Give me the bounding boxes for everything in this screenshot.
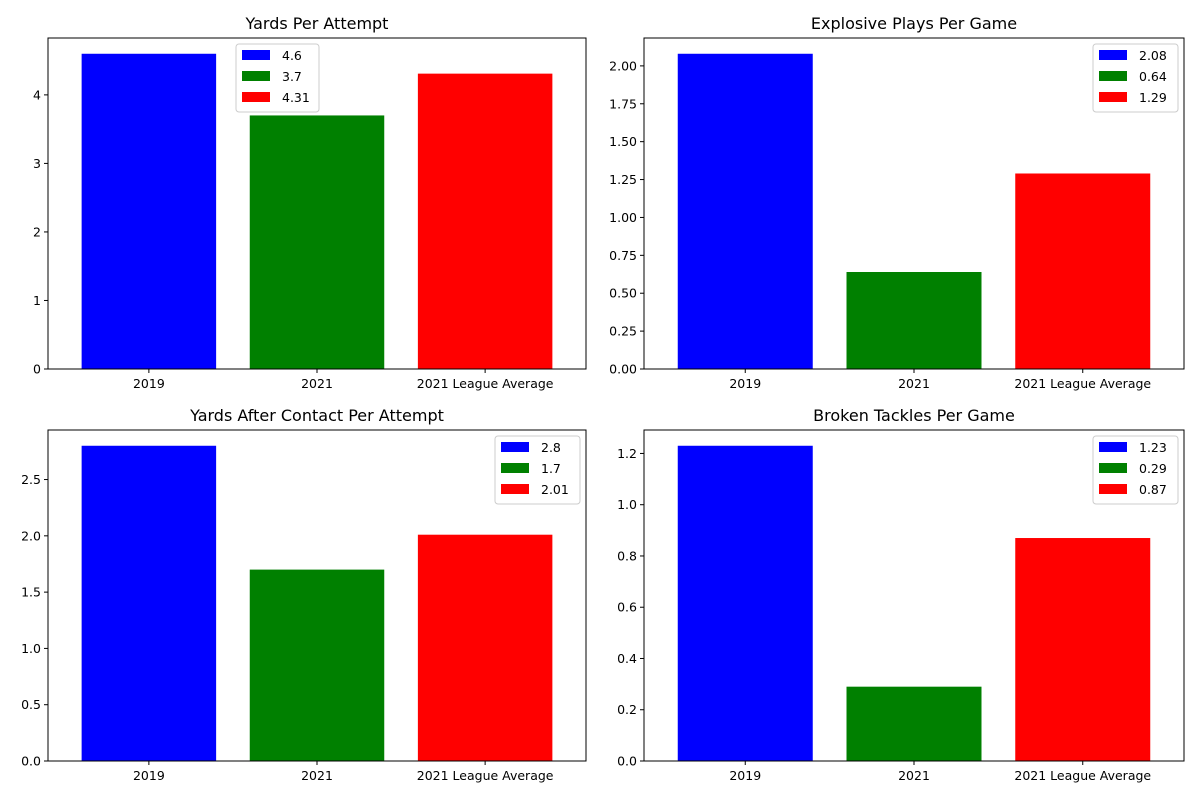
legend: 2.08 0.64 1.29 <box>1092 43 1179 113</box>
bar-2019 <box>81 445 217 761</box>
x-tick-label: 2019 <box>133 768 165 783</box>
y-tick-label: 0.6 <box>617 600 637 615</box>
legend-label: 0.29 <box>1139 461 1167 476</box>
y-tick-label: 0.0 <box>617 754 637 769</box>
legend-swatch <box>242 50 270 60</box>
chart-yards-per-attempt: Yards Per Attempt 2019 2021 2021 League Ave… <box>33 14 587 391</box>
legend-swatch <box>1099 50 1127 60</box>
y-tick-label: 4 <box>33 87 41 102</box>
legend: 1.23 0.29 0.87 <box>1092 435 1179 505</box>
chart-title: Broken Tackles Per Game <box>813 406 1015 425</box>
bar-2019 <box>677 445 813 761</box>
y-tick-label: 0.50 <box>609 286 637 301</box>
legend-label: 4.6 <box>282 48 302 63</box>
legend-swatch <box>1099 442 1127 452</box>
bar-2021-league-average <box>417 73 553 369</box>
chart-title: Yards After Contact Per Attempt <box>189 406 444 425</box>
y-tick-label: 1.75 <box>609 96 637 111</box>
x-tick-label: 2021 League Average <box>417 768 554 783</box>
y-tick-label: 1.25 <box>609 172 637 187</box>
bar-2021-league-average <box>417 534 553 761</box>
y-tick-label: 0.25 <box>609 324 637 339</box>
bar-2021 <box>846 686 982 761</box>
legend-swatch <box>501 463 529 473</box>
y-tick-label: 0.8 <box>617 548 637 563</box>
bar-2021 <box>249 115 385 369</box>
y-tick-label: 0.00 <box>609 362 637 377</box>
legend-label: 1.23 <box>1139 440 1167 455</box>
chart-explosive-plays-per-game: Explosive Plays Per Game 2019 2021 2021 Lea… <box>609 14 1185 391</box>
chart-yards-after-contact-per-attempt: Yards After Contact Per Attempt 2019 2021 2… <box>21 406 587 783</box>
y-tick-label: 2.0 <box>21 528 41 543</box>
x-tick-label: 2021 League Average <box>417 376 554 391</box>
y-tick-label: 0.5 <box>21 697 41 712</box>
legend-label: 2.8 <box>541 440 561 455</box>
legend-swatch <box>501 442 529 452</box>
legend-swatch <box>242 92 270 102</box>
legend-swatch <box>501 484 529 494</box>
y-tick-label: 2.00 <box>609 58 637 73</box>
legend-label: 3.7 <box>282 69 302 84</box>
x-tick-label: 2021 <box>301 376 333 391</box>
bar-2019 <box>81 53 217 370</box>
x-tick-label: 2019 <box>133 376 165 391</box>
x-tick-label: 2021 <box>301 768 333 783</box>
chart-broken-tackles-per-game: Broken Tackles Per Game 2019 2021 2021 Leag… <box>617 406 1185 783</box>
bar-2019 <box>677 53 813 370</box>
legend: 2.8 1.7 2.01 <box>494 435 581 505</box>
legend-swatch <box>1099 463 1127 473</box>
y-tick-label: 1.50 <box>609 134 637 149</box>
x-tick-label: 2021 League Average <box>1014 376 1151 391</box>
y-tick-label: 1.5 <box>21 585 41 600</box>
x-tick-label: 2021 League Average <box>1014 768 1151 783</box>
legend-label: 1.29 <box>1139 90 1167 105</box>
y-tick-label: 1 <box>33 293 41 308</box>
chart-title: Yards Per Attempt <box>245 14 389 33</box>
legend-swatch <box>1099 92 1127 102</box>
y-tick-label: 0.2 <box>617 702 637 717</box>
y-tick-label: 3 <box>33 156 41 171</box>
legend-label: 0.64 <box>1139 69 1167 84</box>
y-tick-label: 0.75 <box>609 248 637 263</box>
legend-label: 2.01 <box>541 482 569 497</box>
legend-swatch <box>1099 484 1127 494</box>
x-tick-label: 2021 <box>898 768 930 783</box>
bar-2021-league-average <box>1015 538 1151 761</box>
legend-swatch <box>242 71 270 81</box>
legend-label: 1.7 <box>541 461 561 476</box>
bar-2021 <box>249 569 385 761</box>
bar-2021-league-average <box>1015 173 1151 369</box>
legend-swatch <box>1099 71 1127 81</box>
x-tick-label: 2019 <box>729 768 761 783</box>
legend: 4.6 3.7 4.31 <box>235 43 320 113</box>
y-tick-label: 1.0 <box>21 641 41 656</box>
y-tick-label: 1.00 <box>609 210 637 225</box>
y-tick-label: 1.0 <box>617 497 637 512</box>
y-tick-label: 1.2 <box>617 446 637 461</box>
legend-label: 0.87 <box>1139 482 1167 497</box>
y-tick-label: 2.5 <box>21 472 41 487</box>
x-tick-label: 2021 <box>898 376 930 391</box>
chart-title: Explosive Plays Per Game <box>811 14 1017 33</box>
legend-label: 4.31 <box>282 90 310 105</box>
y-tick-label: 0.4 <box>617 651 637 666</box>
y-tick-label: 2 <box>33 224 41 239</box>
legend-label: 2.08 <box>1139 48 1167 63</box>
y-tick-label: 0 <box>33 362 41 377</box>
y-tick-label: 0.0 <box>21 754 41 769</box>
x-tick-label: 2019 <box>729 376 761 391</box>
bar-2021 <box>846 272 982 369</box>
